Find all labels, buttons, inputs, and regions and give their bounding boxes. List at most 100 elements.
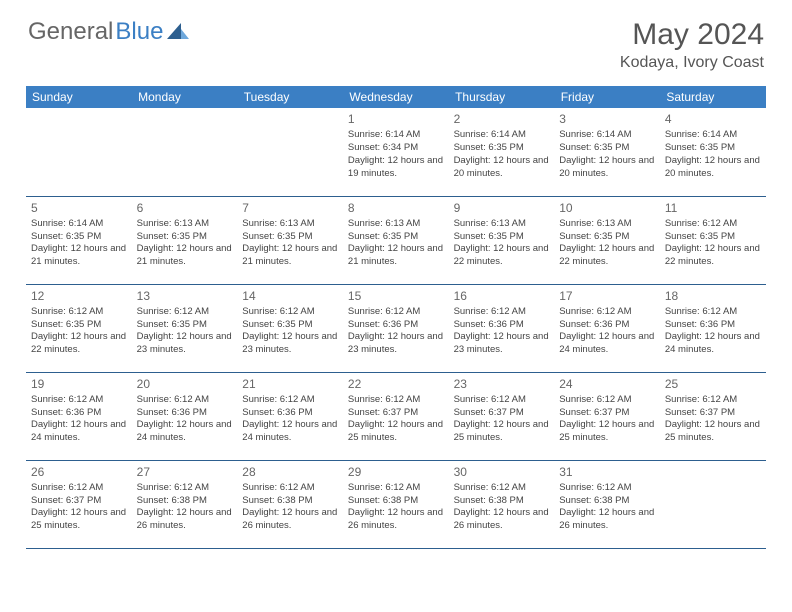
sunrise-line: Sunrise: 6:14 AM: [559, 129, 655, 142]
calendar-day-cell: 2Sunrise: 6:14 AMSunset: 6:35 PMDaylight…: [449, 108, 555, 196]
sunrise-line: Sunrise: 6:12 AM: [348, 394, 444, 407]
day-number: 21: [242, 376, 338, 392]
day-number: 30: [454, 464, 550, 480]
sunrise-line: Sunrise: 6:12 AM: [559, 482, 655, 495]
weekday-header: Thursday: [449, 86, 555, 108]
calendar-day-cell: 4Sunrise: 6:14 AMSunset: 6:35 PMDaylight…: [660, 108, 766, 196]
sunrise-line: Sunrise: 6:12 AM: [454, 306, 550, 319]
calendar-day-cell: 17Sunrise: 6:12 AMSunset: 6:36 PMDayligh…: [554, 284, 660, 372]
sunset-line: Sunset: 6:38 PM: [454, 495, 550, 508]
sunset-line: Sunset: 6:36 PM: [665, 319, 761, 332]
sunrise-line: Sunrise: 6:14 AM: [665, 129, 761, 142]
day-number: 23: [454, 376, 550, 392]
sunset-line: Sunset: 6:37 PM: [31, 495, 127, 508]
daylight-line: Daylight: 12 hours and 25 minutes.: [665, 419, 761, 445]
sunrise-line: Sunrise: 6:12 AM: [454, 394, 550, 407]
daylight-line: Daylight: 12 hours and 21 minutes.: [348, 243, 444, 269]
daylight-line: Daylight: 12 hours and 24 minutes.: [665, 331, 761, 357]
daylight-line: Daylight: 12 hours and 22 minutes.: [559, 243, 655, 269]
calendar-day-cell: [237, 108, 343, 196]
sunset-line: Sunset: 6:36 PM: [31, 407, 127, 420]
sunrise-line: Sunrise: 6:12 AM: [665, 218, 761, 231]
sunset-line: Sunset: 6:35 PM: [137, 231, 233, 244]
calendar-day-cell: 18Sunrise: 6:12 AMSunset: 6:36 PMDayligh…: [660, 284, 766, 372]
sunrise-line: Sunrise: 6:12 AM: [454, 482, 550, 495]
weekday-header: Saturday: [660, 86, 766, 108]
daylight-line: Daylight: 12 hours and 20 minutes.: [454, 155, 550, 181]
daylight-line: Daylight: 12 hours and 26 minutes.: [242, 507, 338, 533]
sunrise-line: Sunrise: 6:12 AM: [31, 482, 127, 495]
daylight-line: Daylight: 12 hours and 25 minutes.: [454, 419, 550, 445]
sunset-line: Sunset: 6:34 PM: [348, 142, 444, 155]
day-number: 19: [31, 376, 127, 392]
sunrise-line: Sunrise: 6:13 AM: [559, 218, 655, 231]
sunset-line: Sunset: 6:37 PM: [559, 407, 655, 420]
sunset-line: Sunset: 6:37 PM: [348, 407, 444, 420]
sunset-line: Sunset: 6:36 PM: [137, 407, 233, 420]
day-number: 9: [454, 200, 550, 216]
brand-logo: GeneralBlue: [28, 18, 189, 46]
day-number: 8: [348, 200, 444, 216]
sunrise-line: Sunrise: 6:12 AM: [348, 306, 444, 319]
calendar-day-cell: 31Sunrise: 6:12 AMSunset: 6:38 PMDayligh…: [554, 460, 660, 548]
sunset-line: Sunset: 6:36 PM: [454, 319, 550, 332]
sunrise-line: Sunrise: 6:13 AM: [454, 218, 550, 231]
daylight-line: Daylight: 12 hours and 24 minutes.: [31, 419, 127, 445]
sunset-line: Sunset: 6:38 PM: [137, 495, 233, 508]
location-subtitle: Kodaya, Ivory Coast: [620, 54, 764, 72]
day-number: 11: [665, 200, 761, 216]
daylight-line: Daylight: 12 hours and 25 minutes.: [559, 419, 655, 445]
day-number: 18: [665, 288, 761, 304]
title-block: May 2024 Kodaya, Ivory Coast: [620, 18, 764, 72]
daylight-line: Daylight: 12 hours and 21 minutes.: [242, 243, 338, 269]
brand-part1: General: [28, 18, 113, 46]
daylight-line: Daylight: 12 hours and 20 minutes.: [665, 155, 761, 181]
calendar-day-cell: 6Sunrise: 6:13 AMSunset: 6:35 PMDaylight…: [132, 196, 238, 284]
calendar-day-cell: 19Sunrise: 6:12 AMSunset: 6:36 PMDayligh…: [26, 372, 132, 460]
day-number: 6: [137, 200, 233, 216]
day-number: 26: [31, 464, 127, 480]
day-number: 4: [665, 111, 761, 127]
sunset-line: Sunset: 6:37 PM: [454, 407, 550, 420]
calendar-week-row: 26Sunrise: 6:12 AMSunset: 6:37 PMDayligh…: [26, 460, 766, 548]
weekday-header: Friday: [554, 86, 660, 108]
sunset-line: Sunset: 6:35 PM: [242, 231, 338, 244]
day-number: 1: [348, 111, 444, 127]
calendar-day-cell: 22Sunrise: 6:12 AMSunset: 6:37 PMDayligh…: [343, 372, 449, 460]
calendar-day-cell: 7Sunrise: 6:13 AMSunset: 6:35 PMDaylight…: [237, 196, 343, 284]
daylight-line: Daylight: 12 hours and 23 minutes.: [454, 331, 550, 357]
calendar-day-cell: 9Sunrise: 6:13 AMSunset: 6:35 PMDaylight…: [449, 196, 555, 284]
sunset-line: Sunset: 6:37 PM: [665, 407, 761, 420]
calendar-day-cell: 11Sunrise: 6:12 AMSunset: 6:35 PMDayligh…: [660, 196, 766, 284]
sunrise-line: Sunrise: 6:12 AM: [137, 482, 233, 495]
daylight-line: Daylight: 12 hours and 22 minutes.: [31, 331, 127, 357]
day-number: 16: [454, 288, 550, 304]
daylight-line: Daylight: 12 hours and 24 minutes.: [559, 331, 655, 357]
calendar-day-cell: 13Sunrise: 6:12 AMSunset: 6:35 PMDayligh…: [132, 284, 238, 372]
sunset-line: Sunset: 6:35 PM: [348, 231, 444, 244]
calendar-day-cell: 30Sunrise: 6:12 AMSunset: 6:38 PMDayligh…: [449, 460, 555, 548]
sunrise-line: Sunrise: 6:12 AM: [242, 306, 338, 319]
day-number: 24: [559, 376, 655, 392]
daylight-line: Daylight: 12 hours and 24 minutes.: [242, 419, 338, 445]
calendar-day-cell: [132, 108, 238, 196]
calendar-table: SundayMondayTuesdayWednesdayThursdayFrid…: [26, 86, 766, 549]
calendar-week-row: 5Sunrise: 6:14 AMSunset: 6:35 PMDaylight…: [26, 196, 766, 284]
day-number: 27: [137, 464, 233, 480]
sunset-line: Sunset: 6:36 PM: [348, 319, 444, 332]
sunset-line: Sunset: 6:35 PM: [559, 231, 655, 244]
daylight-line: Daylight: 12 hours and 26 minutes.: [559, 507, 655, 533]
sunrise-line: Sunrise: 6:12 AM: [137, 394, 233, 407]
brand-part2: Blue: [115, 18, 163, 46]
sunset-line: Sunset: 6:35 PM: [31, 319, 127, 332]
sunset-line: Sunset: 6:35 PM: [454, 231, 550, 244]
sunrise-line: Sunrise: 6:13 AM: [242, 218, 338, 231]
sunset-line: Sunset: 6:35 PM: [242, 319, 338, 332]
day-number: 25: [665, 376, 761, 392]
day-number: 15: [348, 288, 444, 304]
day-number: 3: [559, 111, 655, 127]
sunrise-line: Sunrise: 6:14 AM: [31, 218, 127, 231]
sunrise-line: Sunrise: 6:12 AM: [242, 482, 338, 495]
day-number: 28: [242, 464, 338, 480]
daylight-line: Daylight: 12 hours and 21 minutes.: [137, 243, 233, 269]
